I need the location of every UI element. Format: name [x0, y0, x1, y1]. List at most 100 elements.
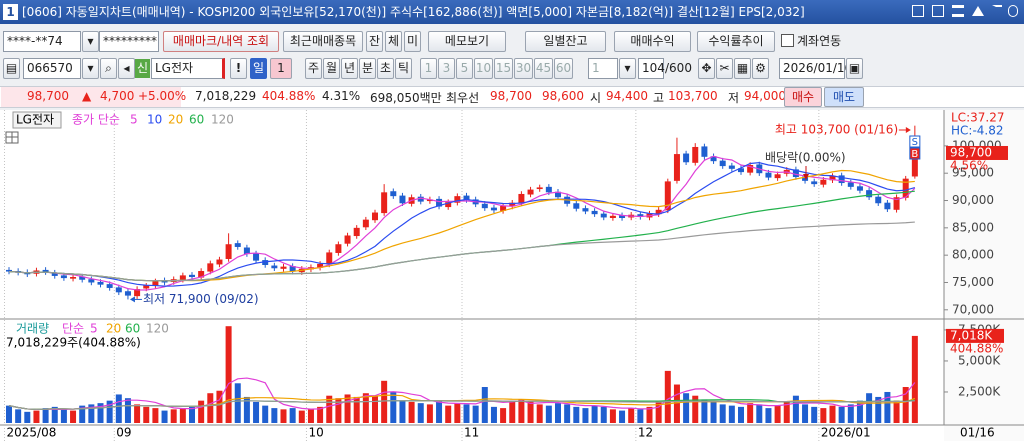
search[interactable]: ⌕ — [100, 58, 117, 79]
trade-mark-box — [909, 147, 921, 160]
stock-name[interactable]: LG전자 — [151, 58, 225, 79]
candle-body — [866, 190, 873, 198]
y-tick-label: 90,000 — [952, 193, 994, 207]
button[interactable]: 분 — [359, 58, 376, 79]
dropdown[interactable]: ▾ — [82, 31, 99, 52]
last-price-label: 98,700 — [950, 145, 992, 159]
volume-bar — [600, 406, 607, 423]
title-bar: 1 [0606] 자동일지차트(매매내역) - KOSPI200 외국인보유[5… — [0, 0, 1024, 24]
volume-bar — [628, 408, 635, 423]
button[interactable]: 틱 — [395, 58, 412, 79]
volume-bar — [454, 403, 461, 423]
volume-bar — [783, 401, 790, 423]
button[interactable]: 월 — [323, 58, 340, 79]
candle-body — [573, 203, 580, 209]
candle-body — [811, 181, 818, 185]
ma-label: 종가 단순 — [72, 113, 120, 127]
icon[interactable] — [992, 5, 1002, 17]
button[interactable]: 수익률추이 — [697, 31, 775, 52]
button[interactable]: 3 — [438, 58, 455, 79]
icon[interactable] — [912, 5, 924, 17]
candle-body — [143, 285, 150, 289]
button[interactable]: 주 — [305, 58, 322, 79]
button[interactable]: 5 — [456, 58, 473, 79]
amount: 698,050백만 — [370, 91, 442, 105]
date-input[interactable]: 2026/01/16 — [779, 58, 852, 79]
button[interactable]: 초 — [377, 58, 394, 79]
count-input[interactable]: 104 — [638, 58, 665, 79]
button[interactable]: 체 — [385, 31, 402, 52]
sell-button[interactable]: 매도 — [824, 87, 864, 107]
volume-bar — [509, 401, 516, 423]
account-input[interactable]: ****-**74 — [3, 31, 81, 52]
volume-bar — [847, 404, 854, 423]
button[interactable]: 45 — [534, 58, 553, 79]
checkbox[interactable] — [781, 34, 794, 47]
candle-body — [875, 196, 882, 204]
volume-bar — [747, 403, 754, 423]
password-input[interactable]: ********* — [99, 31, 159, 52]
candle-body — [289, 266, 296, 272]
button[interactable]: 미 — [404, 31, 421, 52]
icon[interactable]: ✥ — [698, 58, 715, 79]
volume-ma-period: 5 — [90, 322, 98, 336]
window-title: [0606] 자동일지차트(매매내역) - KOSPI200 외국인보유[52,… — [22, 5, 805, 19]
icon[interactable] — [932, 5, 944, 17]
volume-bar — [289, 408, 296, 423]
calendar[interactable]: ▣ — [846, 58, 863, 79]
candle-body — [719, 160, 726, 167]
bid: 98,600 — [542, 89, 584, 103]
icon[interactable] — [1008, 5, 1018, 17]
volume-bar — [161, 410, 168, 423]
period-button[interactable]: 일 — [250, 58, 267, 79]
icon[interactable]: ▤ — [3, 58, 20, 79]
y-tick-label: 85,000 — [952, 220, 994, 234]
icon[interactable] — [952, 5, 964, 17]
ma-period: 20 — [168, 113, 183, 127]
button[interactable]: 일별잔고 — [525, 31, 606, 52]
icon[interactable]: ⚙ — [752, 58, 769, 79]
volume-bar — [829, 405, 836, 423]
icon[interactable]: ◂ — [118, 58, 135, 79]
volume-bar — [24, 411, 31, 423]
ma-period: 60 — [189, 113, 204, 127]
button[interactable]: 매매수익 — [614, 31, 691, 52]
candle-body — [326, 252, 333, 265]
candle-body — [317, 263, 324, 268]
button[interactable]: ! — [230, 58, 247, 79]
button[interactable]: 30 — [514, 58, 533, 79]
x-tick-label: 09 — [116, 426, 131, 440]
volume-bar — [6, 405, 12, 423]
icon[interactable] — [972, 6, 984, 16]
button[interactable]: 잔 — [366, 31, 383, 52]
button[interactable]: 1 — [420, 58, 437, 79]
period-count[interactable]: 1 — [270, 58, 292, 79]
open-label: 시 — [590, 91, 602, 105]
candle-body — [60, 275, 67, 279]
volume-bar — [115, 394, 122, 423]
dropdown[interactable]: ▾ — [619, 58, 636, 79]
button[interactable]: 10 — [474, 58, 493, 79]
candle-body — [399, 195, 406, 204]
icon[interactable]: ✂ — [716, 58, 733, 79]
volume-bar — [33, 410, 40, 423]
volume-bar — [536, 404, 543, 423]
button[interactable]: 60 — [554, 58, 573, 79]
button[interactable]: 최근매매종목 — [283, 31, 363, 52]
interval-input[interactable]: 1 — [588, 58, 618, 79]
code-input[interactable]: 066570 — [23, 58, 81, 79]
candle-body — [362, 219, 369, 228]
icon[interactable]: ▦ — [734, 58, 751, 79]
volume-ma-period: 60 — [125, 322, 140, 336]
button[interactable]: 매매마크/내역 조회 — [163, 31, 279, 52]
button[interactable]: 메모보기 — [428, 31, 506, 52]
button[interactable]: 15 — [494, 58, 513, 79]
candle-body — [280, 266, 287, 269]
buy-button[interactable]: 매수 — [784, 87, 822, 107]
volume-bar — [426, 404, 433, 423]
volume-bar — [51, 406, 58, 423]
dropdown[interactable]: ▾ — [82, 58, 99, 79]
button[interactable]: 년 — [341, 58, 358, 79]
volume-bar — [179, 408, 186, 423]
candle-body — [802, 176, 809, 181]
